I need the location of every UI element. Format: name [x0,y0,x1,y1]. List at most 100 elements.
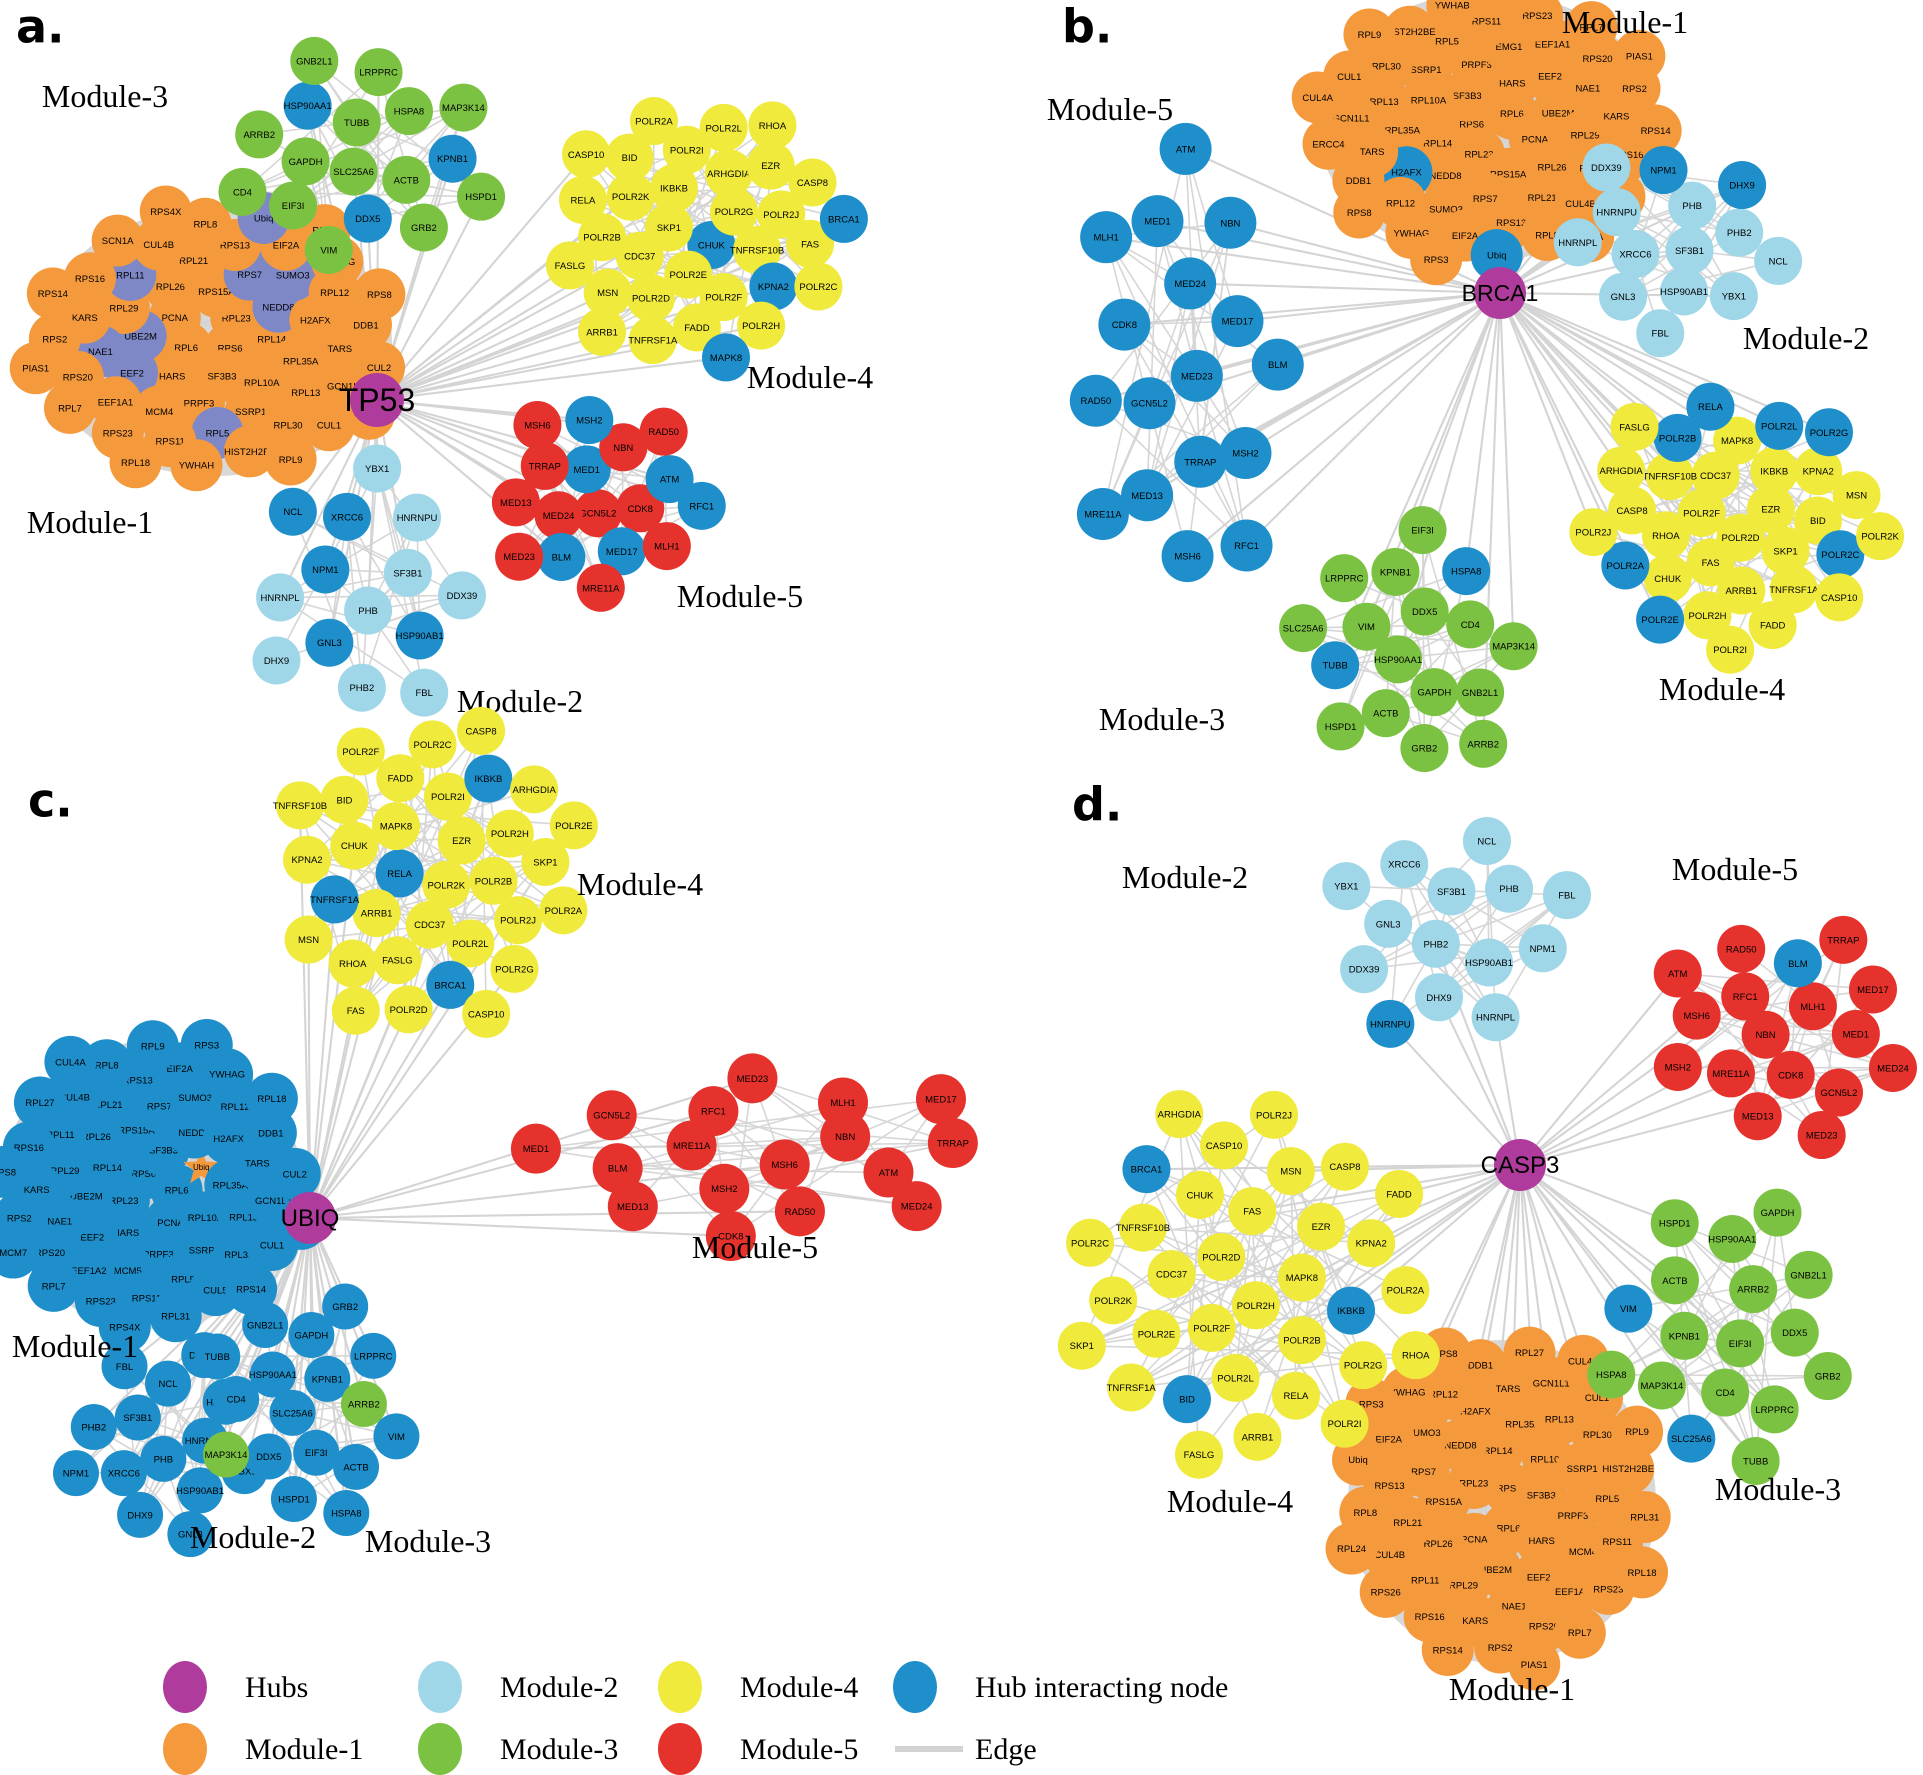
node-label: RPL21 [1528,193,1557,204]
node-POLR2L: POLR2L [1755,401,1804,450]
node-RPS14: RPS14 [1421,1623,1474,1676]
node-label: RPS2 [1622,84,1647,95]
node-shape [1750,447,1799,496]
node-HSP90AB1: HSP90AB1 [1465,938,1513,987]
node-XRCC6: XRCC6 [1611,229,1660,278]
node-label: NAE1 [1502,1601,1527,1612]
node-label: POLR2A [545,906,583,917]
node-ARRB1: ARRB1 [352,889,401,938]
legend-label-m1: Module-1 [245,1733,363,1766]
node-shape [426,960,475,1009]
node-label: MED17 [925,1095,957,1106]
node-shape [1489,622,1538,671]
node-shape [1718,161,1767,210]
node-label: H2AFX [1460,1407,1491,1418]
node-FADD: FADD [672,303,721,352]
node-shape [1641,511,1690,560]
node-shape [1204,196,1257,249]
node-POLR2H: POLR2H [1683,591,1732,640]
node-label: KARS [1462,1616,1488,1627]
node-label: MED23 [1181,371,1213,382]
node-label: FBL [1558,891,1575,902]
node-EZR: EZR [437,816,486,865]
node-RFC1: RFC1 [1721,972,1770,1021]
node-label: MSH2 [576,416,602,427]
node-shape [332,98,381,147]
node-ARHGDIA: ARHGDIA [1597,446,1646,495]
node-shape [1339,1341,1388,1390]
node-MED23: MED23 [1797,1111,1846,1160]
node-label: NBN [835,1132,855,1143]
node-shape [353,444,402,493]
node-HSP90AA1: HSP90AA1 [249,1351,297,1398]
node-shape [1868,1043,1917,1092]
node-shape [242,1302,289,1349]
node-label: RPL9 [141,1042,165,1053]
node-label: FASLG [1619,422,1650,433]
hub-shape [284,1192,336,1244]
node-label: UBE2M [1479,1565,1512,1576]
node-shape [578,213,627,262]
node-label: PCNA [1522,134,1549,145]
node-shape [1279,604,1328,653]
node-shape [1121,469,1174,522]
node-label: PIAS1 [1521,1660,1548,1671]
node-label: RPL5 [1595,1494,1619,1505]
node-shape [520,441,569,490]
node-label: DDB1 [1468,1361,1493,1372]
node-shape [213,1375,260,1422]
node-label: CD4 [227,1394,246,1405]
node-shape [1410,668,1459,717]
node-PIAS1: PIAS1 [9,342,62,395]
node-label: RPL8 [95,1061,119,1072]
cluster-label-b-module-4: Module-4 [1659,671,1785,707]
node-shape [495,532,544,581]
node-label: CDK8 [1112,320,1137,331]
node-label: RPL9 [1625,1427,1649,1438]
node-POLR2C: POLR2C [1816,530,1865,579]
node-shape [699,1163,750,1214]
edge [1334,570,1467,666]
node-MSH2: MSH2 [699,1163,750,1214]
node-GNB2L1: GNB2L1 [242,1302,289,1349]
edge [629,196,698,328]
node-label: CHUK [1654,574,1682,585]
node-label: KPNB1 [437,154,468,165]
node-BLM: BLM [1251,338,1304,391]
node-ATM: ATM [863,1147,914,1198]
node-shape [1266,1147,1315,1196]
node-label: CUL4B [143,240,174,251]
node-TNFRSF10B: TNFRSF10B [273,781,327,830]
node-label: RPL31 [161,1312,190,1323]
node-CDC37: CDC37 [1147,1250,1196,1299]
node-BID: BID [1162,1375,1211,1424]
node-CASP10: CASP10 [1815,573,1864,622]
node-SLC25A6: SLC25A6 [269,1389,316,1436]
node-label: POLR2D [632,293,670,304]
node-label: RHOA [1402,1351,1430,1362]
node-label: PIAS1 [1626,51,1653,62]
node-label: BLM [1788,959,1808,970]
node-VIM: VIM [1604,1284,1653,1333]
node-label: CDC37 [1700,471,1731,482]
node-ATM: ATM [1653,949,1702,998]
node-label: GRB2 [332,1302,358,1313]
node-label: RPS20 [1582,54,1612,65]
node-shape [382,155,431,204]
node-shape [1366,999,1415,1048]
legend-hub-swatch [163,1661,207,1713]
node-label: RPL35A [1385,125,1421,136]
node-shape [177,1467,224,1514]
node-label: RPS11 [155,437,184,448]
node-shape [1665,226,1714,275]
node-CDK8: CDK8 [1766,1050,1815,1099]
node-CDK8: CDK8 [1098,298,1151,351]
edge [611,1114,732,1237]
node-label: PRPF3 [184,399,215,410]
node-shape [383,548,432,597]
node-label: ACTB [1373,709,1398,720]
node-shape [375,849,424,898]
node-POLR2C: POLR2C [408,720,457,769]
node-label: DDB1 [353,320,378,331]
node-label: NCL [159,1379,178,1390]
